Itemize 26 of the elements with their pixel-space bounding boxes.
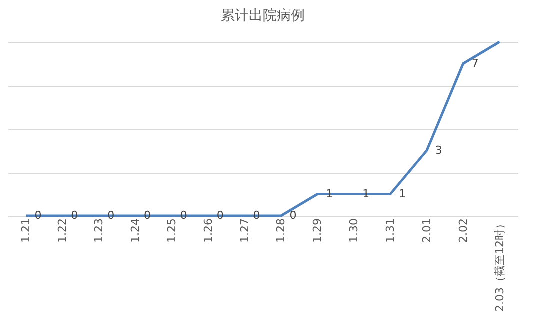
x-tick-label: 1.31	[384, 218, 397, 243]
data-label: 0	[216, 209, 224, 222]
data-label: 0	[71, 209, 78, 222]
data-label: 0	[144, 209, 151, 222]
x-tick-label: 1.25	[165, 218, 178, 243]
chart-title: 累计出院病例	[221, 8, 305, 24]
x-tick-label: 2.01	[420, 218, 434, 243]
data-label: 1	[399, 187, 406, 200]
x-tick-label: 1.30	[348, 218, 361, 243]
x-tick-label: 2.02	[456, 218, 470, 243]
data-label: 0	[34, 209, 42, 222]
data-label: 0	[290, 209, 297, 222]
data-label: 0	[108, 209, 115, 222]
x-tick-label: 2.03（截至12时）	[493, 218, 506, 312]
x-tick-label: 1.24	[129, 218, 142, 243]
data-label: 3	[435, 144, 442, 157]
data-label: 7	[472, 56, 479, 70]
x-tick-label: 1.27	[238, 218, 252, 243]
x-tick-label: 1.26	[202, 218, 215, 243]
x-tick-label: 1.22	[56, 218, 70, 243]
data-label: 0	[253, 209, 260, 222]
data-label: 0	[180, 209, 188, 222]
x-tick-label: 1.29	[311, 218, 324, 243]
x-tick-label: 1.28	[274, 218, 288, 243]
x-tick-label: 1.21	[20, 218, 33, 243]
x-tick-label: 1.23	[92, 218, 106, 243]
